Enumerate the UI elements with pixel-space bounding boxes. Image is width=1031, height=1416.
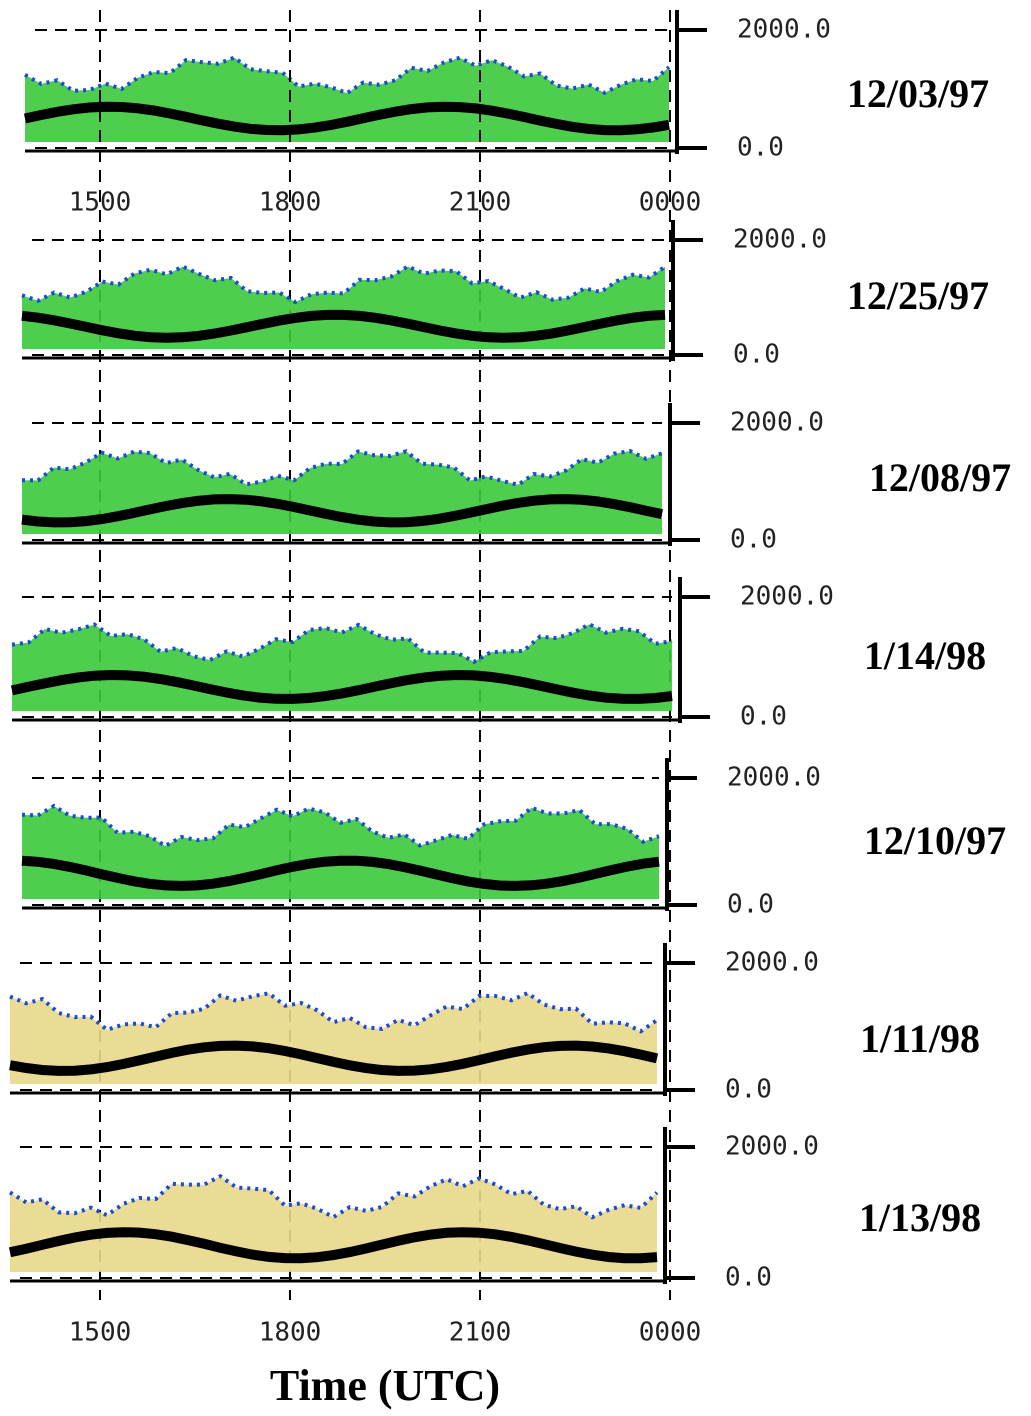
y-tick-label: 2000.0: [740, 582, 834, 612]
y-tick-label: 0.0: [730, 525, 777, 555]
lidar-image: [9, 990, 659, 1084]
cloud-band: [22, 451, 662, 534]
cloud-top: [8, 1173, 659, 1220]
cloud-top: [24, 55, 671, 96]
boundary-layer: [21, 309, 666, 343]
lidar-image: [8, 1173, 659, 1272]
x-tick-label: 1800: [259, 1318, 322, 1348]
boundary-layer: [21, 494, 664, 528]
cloud-top: [21, 803, 660, 849]
cloud-band: [22, 266, 665, 349]
panel-date: 1/13/98: [859, 1195, 981, 1240]
cloud-band: [10, 1176, 657, 1272]
lidar-image: [21, 264, 667, 349]
y-tick-label: 0.0: [740, 702, 787, 732]
lidar-image: [21, 803, 660, 899]
cloud-band: [12, 624, 672, 711]
cloud-band: [22, 806, 659, 899]
boundary-layer: [9, 1040, 659, 1076]
y-tick-label: 0.0: [727, 890, 774, 920]
lidar-image: [21, 448, 664, 534]
boundary-layer: [21, 855, 660, 891]
panel-date: 1/11/98: [860, 1016, 980, 1061]
cloud-top: [9, 990, 659, 1034]
y-tick-label: 2000.0: [725, 948, 819, 978]
cloud-top: [11, 622, 673, 665]
y-tick-label: 2000.0: [725, 1132, 819, 1162]
x-tick-label: 0000: [639, 1318, 702, 1348]
y-tick-label: 0.0: [737, 133, 784, 163]
panel-date: 12/25/97: [847, 273, 989, 318]
x-tick-label: 1500: [69, 1318, 132, 1348]
boundary-layer: [23, 101, 670, 136]
panel-date: 12/03/97: [847, 71, 989, 116]
y-tick-label: 2000.0: [737, 15, 831, 45]
x-axis-label: Time (UTC): [270, 1361, 500, 1410]
boundary-layer: [8, 1227, 658, 1264]
y-tick-label: 2000.0: [727, 763, 821, 793]
y-tick-label: 0.0: [725, 1075, 772, 1105]
y-tick-label: 0.0: [733, 340, 780, 370]
lidar-image: [10, 622, 673, 711]
x-tick-label: 2100: [449, 1318, 512, 1348]
y-tick-label: 2000.0: [730, 408, 824, 438]
y-tick-label: 2000.0: [733, 225, 827, 255]
panel-date: 1/14/98: [864, 633, 986, 678]
y-tick-label: 0.0: [725, 1263, 772, 1293]
panel-date: 12/08/97: [869, 455, 1011, 500]
boundary-layer: [10, 669, 673, 704]
lidar-image: [23, 55, 671, 142]
panel-date: 12/10/97: [864, 818, 1006, 863]
